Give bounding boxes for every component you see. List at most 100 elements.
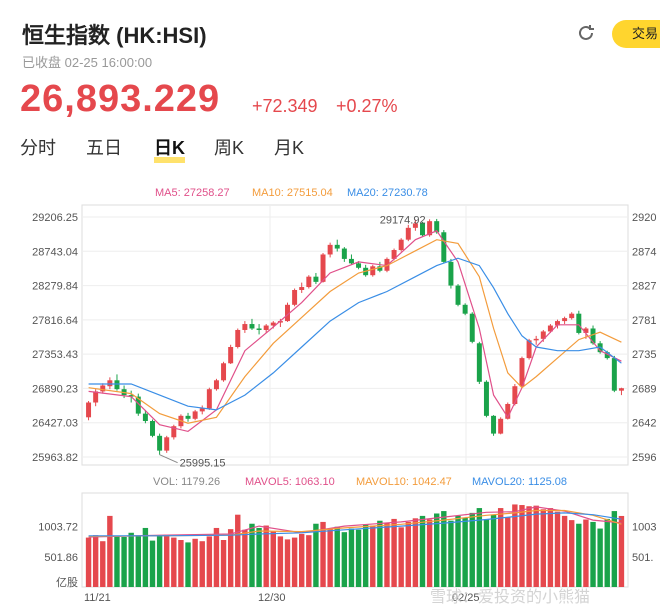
tab-label: 日K (154, 138, 185, 158)
candle-body (320, 254, 326, 282)
volume-legend-entry: MAVOL5: 1063.10 (245, 476, 335, 488)
volume-bar (220, 540, 227, 587)
volume-bar (313, 523, 319, 587)
trade-button[interactable]: 交易 (612, 20, 660, 48)
volume-bar (441, 511, 447, 587)
volume-bar (583, 519, 589, 587)
candle-body (306, 276, 312, 288)
volume-bar (455, 515, 461, 587)
candle-body (135, 396, 141, 414)
y-tick-label: 28279.84 (32, 281, 78, 293)
volume-bar (405, 521, 411, 587)
volume-bar (434, 513, 440, 587)
volume-bar (618, 515, 625, 587)
candle-body (334, 244, 340, 249)
candle-body (221, 363, 227, 381)
tab-intraday[interactable]: 分时 (20, 134, 56, 160)
volume-bar (178, 540, 184, 587)
volume-bar (490, 514, 497, 587)
candle-body (93, 391, 99, 403)
y-tick-label: 28743.04 (32, 246, 78, 258)
volume-unit-label: 亿股 (56, 576, 78, 589)
ma20-line (88, 257, 622, 411)
candle-body (462, 304, 468, 314)
volume-bar (249, 523, 255, 587)
volume-bar (299, 533, 305, 587)
volume-bar (100, 541, 106, 587)
volume-bar (384, 522, 390, 587)
candle-body (249, 324, 255, 329)
y-tick-label: 27816.64 (32, 315, 78, 327)
tab-label: 五日 (86, 138, 122, 158)
volume-bar (476, 508, 483, 587)
y-tick-label: 26427.03 (32, 418, 78, 430)
candle-body (405, 227, 411, 240)
candle-body (285, 304, 290, 322)
tab-monthly-k[interactable]: 月K (274, 134, 304, 160)
volume-bar (505, 517, 511, 587)
volume-bar (483, 519, 490, 587)
candle-body (277, 321, 283, 323)
tab-label: 周K (214, 138, 245, 158)
volume-bar (576, 523, 582, 587)
tab-weekly-k[interactable]: 周K (214, 134, 244, 160)
volume-bar (419, 515, 426, 587)
page-title: 恒生指数 (HK:HSI) (22, 23, 207, 48)
legend-entry: MA10: 27515.04 (252, 187, 333, 199)
candle-body (427, 221, 433, 236)
y-tick-label-right: 2735 (632, 349, 656, 361)
volume-panel-frame (81, 492, 629, 588)
candle-body (618, 388, 624, 391)
watermark: 雪球：爱投资的小熊猫 (430, 589, 591, 606)
volume-bar (284, 539, 291, 587)
candle-body (171, 426, 177, 438)
x-tick-label: 02/25 (452, 592, 480, 604)
kline-chart[interactable]: 29206.25 2920 28743.04 2874 28279.84 2827 2781… (0, 175, 660, 613)
candle-body (398, 239, 404, 251)
candle-body (448, 261, 454, 286)
candle-body (142, 413, 148, 422)
tab-label: 月K (274, 138, 305, 158)
tab-daily-k[interactable]: 日K (154, 134, 185, 163)
ma10-line (88, 239, 622, 424)
y-tick-label: 25963.82 (32, 452, 78, 464)
candle-body (292, 290, 298, 305)
volume-tick-label: 501.86 (44, 552, 78, 564)
tab-five-day[interactable]: 五日 (86, 134, 122, 160)
candle-body (555, 321, 560, 326)
candle-body (434, 221, 440, 233)
volume-bar (547, 508, 554, 587)
volume-bar (362, 524, 369, 587)
candle-body (164, 437, 170, 451)
trade-button-label: 交易 (632, 26, 659, 41)
volume-tick-label-right: 501. (632, 552, 653, 564)
volume-bar (597, 528, 603, 587)
volume-bar (242, 529, 248, 587)
y-tick-label-right: 2874 (632, 246, 656, 258)
candle-body (562, 318, 568, 322)
volume-bar (164, 534, 170, 587)
volume-bar (398, 527, 404, 587)
tab-label: 分时 (20, 138, 56, 158)
legend-entry: MA20: 27230.78 (347, 187, 428, 199)
volume-bar (199, 541, 205, 587)
volume-bar (206, 536, 213, 587)
candle-body (526, 340, 532, 359)
candle-body (377, 266, 383, 271)
candle-body (270, 322, 276, 326)
volume-bar (263, 525, 269, 587)
candle-body (491, 415, 497, 434)
x-tick-label: 12/30 (258, 592, 286, 604)
volume-bar (306, 535, 312, 587)
candle-body (228, 346, 234, 364)
candle-body (199, 408, 205, 412)
volume-bar (540, 509, 546, 587)
candle-body (107, 380, 113, 387)
volume-bar (469, 512, 475, 587)
candle-body (540, 331, 546, 339)
volume-bar (611, 511, 618, 587)
volume-bar (320, 521, 326, 587)
refresh-icon[interactable] (575, 22, 597, 44)
market-status: 已收盘 02-25 16:00:00 (22, 55, 153, 70)
ma5-line (88, 230, 622, 433)
